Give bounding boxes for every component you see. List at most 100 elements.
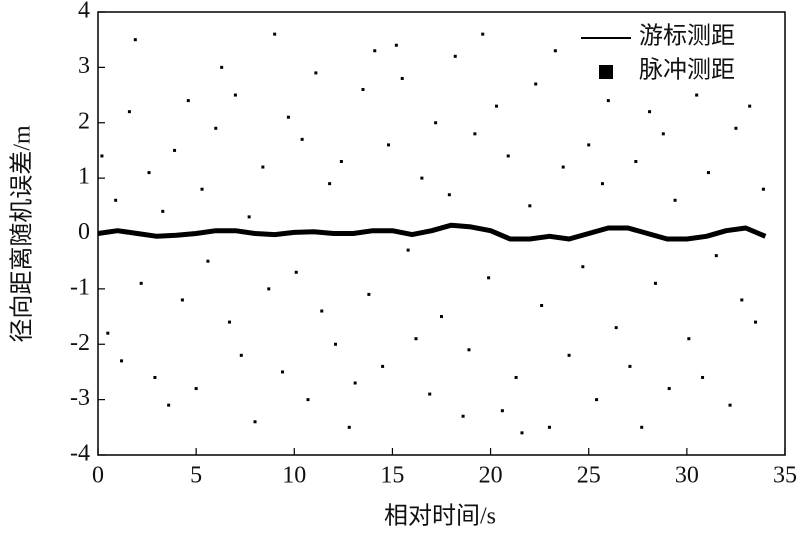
point [653, 281, 657, 285]
point [267, 287, 271, 291]
point [520, 431, 524, 435]
point [728, 403, 732, 407]
point [414, 337, 418, 341]
point [600, 182, 604, 186]
point [628, 364, 632, 368]
y-tick-label: -3 [70, 385, 90, 411]
legend-label: 脉冲测距 [639, 57, 735, 84]
point [339, 160, 343, 164]
y-axis-label: 径向距离随机误差/m [9, 125, 36, 343]
point [428, 392, 432, 396]
point [139, 281, 143, 285]
point [506, 154, 510, 158]
point [400, 76, 404, 80]
point [367, 292, 371, 296]
point [595, 398, 599, 402]
point [528, 204, 532, 208]
point [500, 409, 504, 413]
point [440, 315, 443, 319]
point [127, 110, 131, 114]
point [661, 132, 665, 136]
point [754, 320, 758, 324]
y-tick-label: 0 [78, 219, 90, 245]
point [514, 375, 518, 379]
point [253, 420, 257, 424]
point [634, 160, 638, 164]
x-tick-label: 30 [675, 463, 699, 489]
point [106, 331, 110, 335]
point [540, 303, 544, 307]
point [467, 348, 471, 352]
point [167, 403, 171, 407]
point [587, 143, 591, 147]
y-tick-label: -4 [70, 441, 90, 467]
point [281, 370, 285, 374]
point [567, 353, 571, 357]
point [461, 414, 465, 418]
x-axis-label: 相对时间/s [384, 503, 496, 530]
point [153, 375, 157, 379]
point [648, 110, 652, 114]
legend-swatch [599, 65, 613, 79]
point [606, 99, 610, 103]
scatter-series [100, 32, 765, 435]
plot-frame [97, 11, 786, 456]
point [161, 209, 165, 213]
point [294, 270, 298, 274]
point [186, 99, 190, 103]
point [740, 298, 744, 302]
point [320, 309, 324, 313]
point [300, 137, 304, 141]
y-tick-label: 1 [78, 164, 90, 190]
point [334, 342, 338, 346]
point [306, 398, 310, 402]
point [247, 215, 251, 219]
y-tick-label: 3 [78, 53, 90, 79]
point [314, 71, 318, 75]
y-tick-label: -1 [70, 274, 90, 300]
point [547, 425, 551, 429]
point [473, 132, 477, 136]
point [534, 82, 538, 86]
point [180, 298, 184, 302]
point [701, 375, 705, 379]
x-tick-label: 20 [479, 463, 503, 489]
point [328, 182, 332, 186]
point [761, 187, 765, 191]
point [640, 425, 644, 429]
point [494, 104, 498, 108]
point [347, 425, 351, 429]
point [206, 259, 210, 263]
point [561, 165, 565, 169]
x-tick-label: 35 [773, 463, 797, 489]
x-tick-label: 25 [577, 463, 601, 489]
point [381, 364, 385, 368]
point [420, 176, 424, 180]
point [667, 387, 671, 391]
point [173, 148, 177, 152]
point [353, 381, 357, 385]
point [214, 126, 218, 130]
point [387, 143, 391, 147]
line [97, 222, 767, 242]
y-tick-label: 4 [78, 0, 90, 24]
point [147, 171, 151, 175]
point [261, 165, 265, 169]
point [447, 193, 451, 197]
point [200, 187, 204, 191]
point [481, 32, 485, 36]
point [228, 320, 232, 324]
point [434, 121, 438, 125]
point [233, 93, 237, 97]
point [220, 65, 224, 69]
point [373, 49, 377, 53]
legend-label: 游标测距 [639, 23, 735, 50]
point [273, 32, 277, 36]
point [239, 353, 243, 357]
point [614, 326, 618, 330]
point [133, 38, 137, 42]
x-tick-label: 0 [92, 463, 104, 489]
point [487, 276, 491, 280]
